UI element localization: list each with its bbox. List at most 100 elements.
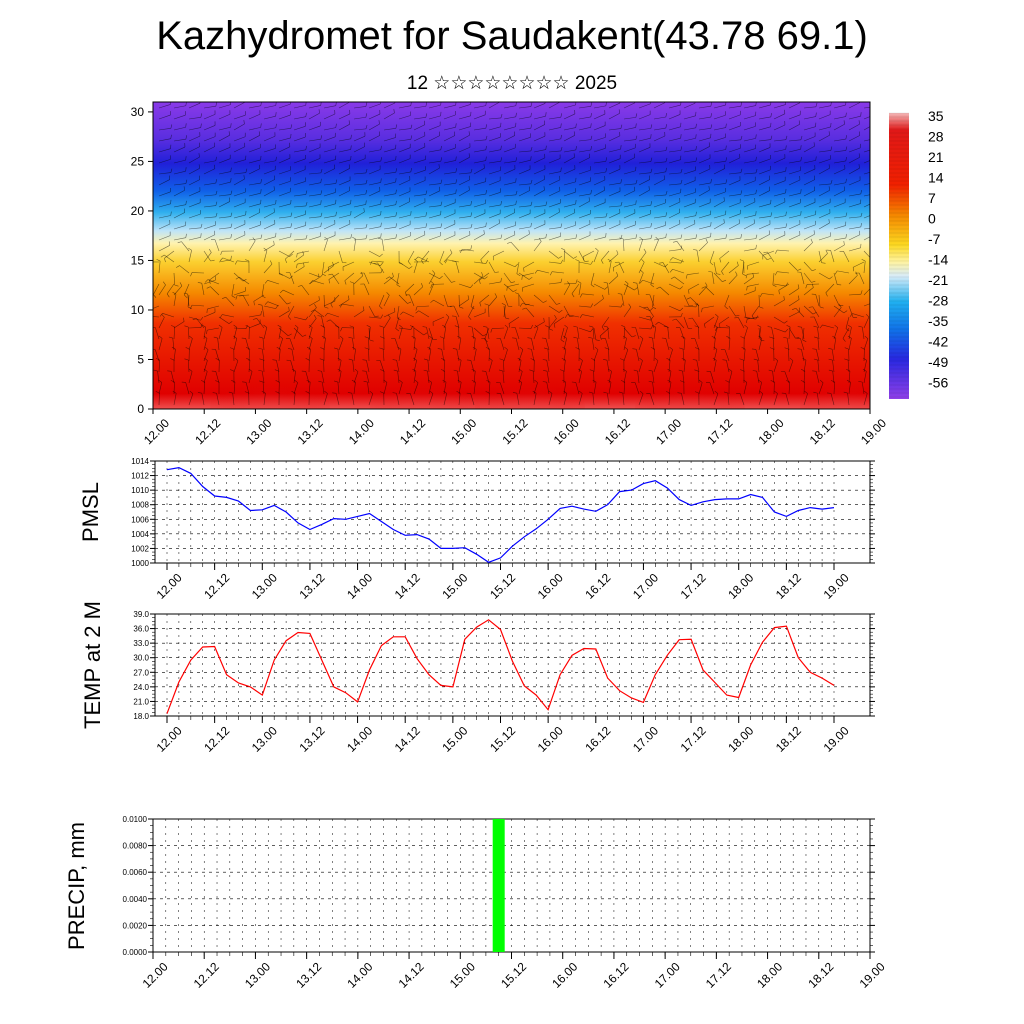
temp-y-tick-label: 18.0 [133, 712, 149, 721]
heatmap-x-tick-label: 17.12 [704, 416, 735, 447]
temp-x-tick-label: 13.00 [249, 723, 280, 754]
colorbar-label: 14 [928, 170, 944, 186]
heatmap-x-tick-label: 14.12 [397, 416, 428, 447]
temp-x-tick-label: 17.12 [678, 723, 709, 754]
colorbar-label: 28 [928, 129, 944, 145]
pmsl-x-tick-label: 16.00 [535, 570, 566, 601]
pmsl-x-tick-label: 17.00 [630, 570, 661, 601]
temp-y-tick-label: 30.0 [133, 654, 149, 663]
pmsl-x-tick-label: 15.12 [487, 570, 518, 601]
temp-ylabel: TEMP at 2 M [80, 601, 105, 729]
heatmap-x-tick-label: 18.00 [756, 416, 787, 447]
precip-x-tick-label: 19.00 [857, 959, 888, 990]
colorbar: 35 28 21 14 7 0 -7 -14 -21 -28 -35 -42 -49 -56 [889, 108, 948, 399]
chart-title: Kazhydromet for Saudakent(43.78 69.1) [156, 14, 868, 58]
precip-y-tick-label: 0.0100 [123, 815, 148, 824]
heatmap-panel: 0 5 10 15 20 25 30 12.00 12.12 13.00 13.12 14.00 14… [131, 101, 889, 447]
colorbar-label: -28 [928, 293, 948, 309]
precip-x-tick-label: 14.00 [344, 959, 375, 990]
colorbar-label: 21 [928, 149, 944, 165]
pmsl-series-line [166, 466, 835, 563]
precip-y-tick-label: 0.0000 [123, 948, 148, 957]
colorbar-label: -14 [928, 252, 948, 268]
temp-x-tick-label: 14.12 [392, 723, 423, 754]
pmsl-x-tick-label: 12.12 [201, 570, 232, 601]
temp-x-tick-label: 15.12 [487, 723, 518, 754]
colorbar-labels: 35 28 21 14 7 0 -7 -14 -21 -28 -35 -42 -49 -56 [928, 108, 948, 391]
pmsl-y-tick-label: 1000 [131, 559, 149, 568]
pmsl-y-tick-label: 1002 [131, 544, 149, 553]
precip-x-tick-label: 13.12 [293, 959, 324, 990]
temp-x-tick-label: 13.12 [296, 723, 327, 754]
pmsl-x-tick-label: 14.00 [344, 570, 375, 601]
temp-x-tick-label: 12.00 [154, 723, 185, 754]
heatmap-y-axis: 0 5 10 15 20 25 30 [131, 105, 153, 416]
heatmap-y-tick-label: 15 [131, 253, 145, 267]
precip-x-tick-label: 13.00 [242, 959, 273, 990]
heatmap-y-tick-label: 25 [131, 154, 145, 168]
colorbar-label: -21 [928, 272, 948, 288]
temp-y-tick-label: 24.0 [133, 683, 149, 692]
pmsl-y-tick-label: 1012 [131, 472, 149, 481]
heatmap-x-tick-label: 18.12 [807, 416, 838, 447]
precip-y-tick-label: 0.0060 [123, 868, 148, 877]
precip-x-tick-label: 17.12 [703, 959, 734, 990]
heatmap-x-tick-label: 17.00 [653, 416, 684, 447]
temp-y-tick-label: 33.0 [133, 639, 149, 648]
precip-y-tick-label: 0.0080 [123, 842, 148, 851]
precip-x-tick-label: 18.00 [754, 959, 785, 990]
temp-x-tick-label: 19.00 [821, 723, 852, 754]
precip-panel: PRECIP, mm 0.0000 0.0020 0.0040 0.0060 0.008… [64, 815, 888, 991]
pmsl-x-tick-label: 13.00 [249, 570, 280, 601]
colorbar-label: -56 [928, 375, 948, 391]
heatmap-y-tick-label: 10 [131, 303, 145, 317]
pmsl-y-tick-label: 1004 [131, 530, 149, 539]
pmsl-x-tick-label: 18.12 [773, 570, 804, 601]
precip-y-tick-label: 0.0020 [123, 921, 148, 930]
precip-bar [492, 819, 505, 952]
temp-panel: TEMP at 2 M 18.0 21.0 24.0 27.0 30.0 33.0 36.0… [80, 601, 875, 755]
precip-x-tick-label: 16.12 [600, 959, 631, 990]
temp-series-line [166, 619, 835, 714]
pmsl-y-tick-label: 1010 [131, 486, 149, 495]
precip-x-tick-label: 15.12 [498, 959, 529, 990]
heatmap-y-tick-label: 30 [131, 105, 145, 119]
pmsl-ylabel: PMSL [78, 482, 103, 542]
colorbar-label: -42 [928, 334, 948, 350]
warm-spots [153, 102, 870, 409]
pmsl-x-tick-label: 13.12 [296, 570, 327, 601]
heatmap-x-tick-label: 14.00 [346, 416, 377, 447]
temp-x-tick-label: 15.00 [439, 723, 470, 754]
heatmap-x-tick-label: 19.00 [858, 416, 889, 447]
pmsl-y-tick-label: 1006 [131, 515, 149, 524]
precip-x-tick-label: 14.12 [396, 959, 427, 990]
colorbar-label: 0 [928, 211, 936, 227]
precip-x-tick-label: 17.00 [652, 959, 683, 990]
heatmap-x-tick-label: 16.12 [602, 416, 633, 447]
pmsl-x-tick-label: 12.00 [154, 570, 185, 601]
heatmap-x-tick-label: 13.00 [243, 416, 274, 447]
heatmap-x-axis: 12.00 12.12 13.00 13.12 14.00 14.12 15.00 15.12… [141, 409, 889, 447]
temp-y-tick-label: 21.0 [133, 697, 149, 706]
heatmap-x-tick-label: 15.00 [448, 416, 479, 447]
pmsl-x-tick-label: 14.12 [392, 570, 423, 601]
colorbar-label: -49 [928, 354, 948, 370]
colorbar-gradient [889, 113, 909, 399]
heatmap-x-tick-label: 15.12 [499, 416, 530, 447]
temp-x-tick-label: 18.00 [725, 723, 756, 754]
temp-x-tick-label: 16.12 [582, 723, 613, 754]
precip-y-tick-label: 0.0040 [123, 895, 148, 904]
temp-x-tick-label: 16.00 [535, 723, 566, 754]
pmsl-y-tick-label: 1008 [131, 501, 149, 510]
precip-x-tick-label: 15.00 [447, 959, 478, 990]
pmsl-x-tick-label: 16.12 [582, 570, 613, 601]
pmsl-x-tick-label: 19.00 [821, 570, 852, 601]
pmsl-y-tick-label: 1014 [131, 457, 149, 466]
temp-y-tick-label: 39.0 [133, 610, 149, 619]
heatmap-y-tick-label: 5 [137, 352, 144, 366]
temp-x-tick-label: 14.00 [344, 723, 375, 754]
heatmap-x-tick-label: 13.12 [295, 416, 326, 447]
temp-y-tick-label: 27.0 [133, 668, 149, 677]
pmsl-x-tick-label: 17.12 [678, 570, 709, 601]
